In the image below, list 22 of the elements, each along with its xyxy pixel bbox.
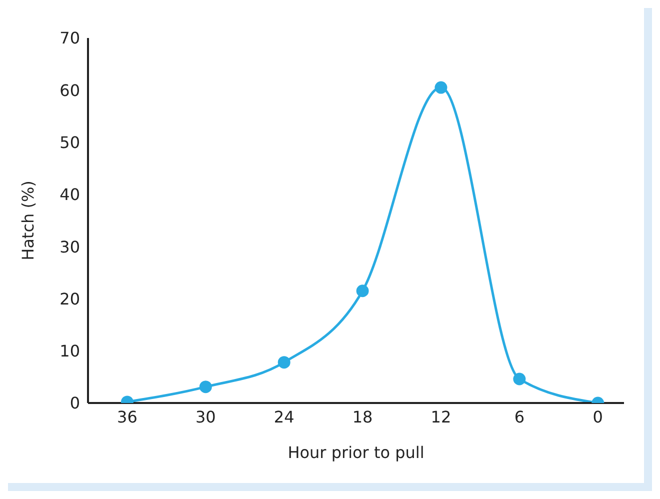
- y-tick-label: 70: [60, 28, 80, 48]
- y-tick-label: 20: [60, 289, 80, 308]
- point: [199, 380, 212, 394]
- x-axis-title: Hour prior to pull: [288, 443, 424, 462]
- y-tick-label: 0: [70, 394, 80, 413]
- point: [356, 284, 369, 298]
- x-tick-label: 24: [274, 407, 294, 426]
- point: [278, 356, 290, 369]
- x-tick-label: 36: [117, 407, 138, 426]
- y-tick-label: 40: [60, 185, 80, 204]
- y-axis-title: Hatch (%): [18, 180, 38, 260]
- y-tick-label: 60: [60, 80, 80, 100]
- point: [513, 372, 526, 386]
- y-tick-label: 10: [60, 342, 80, 361]
- x-tick-label: 18: [352, 407, 373, 426]
- y-tick-label: 50: [60, 132, 80, 152]
- x-tick-label: 30: [195, 407, 216, 426]
- x-tick-label: 12: [430, 407, 452, 426]
- point: [434, 81, 448, 94]
- x-tick-label: 6: [514, 407, 525, 426]
- x-tick-label: 0: [592, 407, 603, 426]
- y-tick-label: 30: [60, 237, 80, 256]
